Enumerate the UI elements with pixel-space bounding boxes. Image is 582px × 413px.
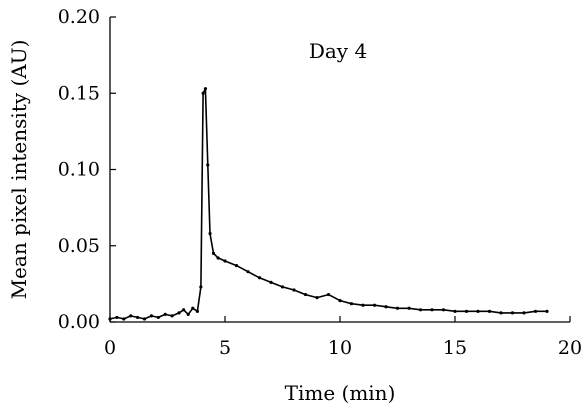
data-point — [441, 308, 446, 312]
data-point — [163, 312, 167, 316]
data-point — [418, 308, 423, 312]
x-tick-label: 10 — [328, 337, 352, 359]
data-point — [292, 288, 296, 292]
data-point — [453, 309, 457, 313]
y-tick-label: 0.00 — [58, 311, 100, 333]
data-point — [326, 292, 331, 297]
data-point — [476, 309, 480, 313]
series-line — [109, 87, 547, 320]
y-axis-title-group: Mean pixel intensity (AU) — [7, 40, 31, 300]
data-point — [191, 306, 195, 310]
data-point — [216, 256, 220, 260]
data-point — [257, 276, 262, 280]
data-point — [384, 305, 388, 309]
x-tick-label: 0 — [104, 337, 116, 359]
data-point — [108, 317, 112, 321]
data-point — [395, 306, 400, 310]
data-point — [195, 309, 199, 313]
data-point — [430, 308, 434, 312]
data-point — [223, 259, 227, 263]
data-point — [487, 309, 492, 313]
chart-annotation-day-4: Day 4 — [309, 39, 367, 63]
data-point — [129, 314, 133, 318]
data-point — [464, 309, 469, 313]
data-point — [246, 270, 250, 274]
data-point — [234, 263, 239, 268]
data-point — [170, 314, 174, 318]
data-point — [177, 311, 181, 315]
data-point — [142, 317, 147, 321]
series-points — [108, 87, 549, 321]
data-point — [149, 314, 153, 318]
data-point — [269, 280, 273, 284]
data-point — [533, 309, 538, 313]
y-tick-label: 0.10 — [58, 159, 100, 181]
x-axis-title: Time (min) — [285, 381, 396, 405]
data-point — [186, 312, 190, 316]
data-point — [115, 315, 119, 320]
data-point — [545, 309, 549, 313]
data-point — [361, 303, 365, 307]
x-tick-label: 5 — [219, 337, 231, 359]
data-point — [522, 311, 526, 315]
data-point — [208, 231, 212, 236]
data-point — [206, 163, 210, 167]
y-axis-title: Mean pixel intensity (AU) — [7, 40, 31, 300]
data-point — [499, 311, 503, 315]
data-point — [510, 311, 515, 315]
data-point — [199, 285, 203, 289]
data-point — [136, 315, 140, 320]
data-point — [280, 285, 285, 289]
data-point — [303, 292, 308, 297]
data-point — [201, 91, 205, 95]
y-tick-label: 0.20 — [58, 6, 100, 28]
data-point — [156, 315, 160, 320]
data-point — [211, 251, 216, 255]
x-tick-label: 15 — [443, 337, 467, 359]
data-point — [372, 303, 377, 307]
x-tick-label: 20 — [558, 337, 582, 359]
data-point — [203, 87, 208, 91]
data-point — [338, 299, 342, 303]
data-point — [315, 296, 319, 300]
y-tick-label: 0.05 — [58, 235, 100, 257]
data-point — [349, 302, 354, 306]
x-axis-ticks: 0 5 10 15 20 — [104, 316, 582, 359]
data-point — [122, 317, 126, 321]
y-tick-label: 0.15 — [58, 82, 100, 104]
y-axis-ticks: 0.00 0.05 0.10 0.15 0.20 — [58, 6, 116, 333]
data-point — [407, 306, 411, 310]
data-point — [182, 308, 186, 312]
